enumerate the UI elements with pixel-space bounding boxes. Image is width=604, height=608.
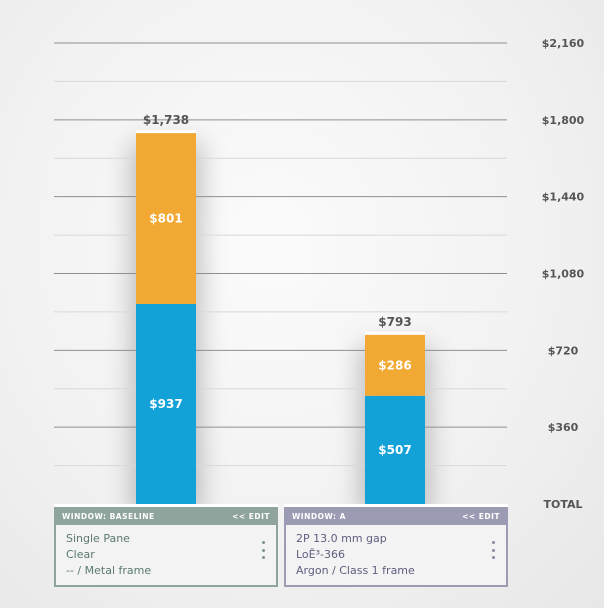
kebab-menu-icon[interactable]: [492, 541, 496, 559]
y-tick-label: $1,800: [542, 114, 585, 127]
y-tick-label: $1,440: [542, 191, 585, 204]
window-a-title: WINDOW: A: [292, 511, 346, 521]
window-baseline-card: WINDOW: BASELINE << EDIT Single Pane Cle…: [54, 507, 278, 587]
segment-value-label: $801: [149, 212, 182, 226]
y-tick-label: $2,160: [542, 37, 585, 50]
window-a-edit-button[interactable]: << EDIT: [462, 511, 500, 521]
kebab-menu-icon[interactable]: [262, 541, 266, 559]
window-a-card: WINDOW: A << EDIT 2P 13.0 mm gap LoĒ³-36…: [284, 507, 508, 587]
bar-segment: [365, 395, 425, 504]
window-baseline-line-1: Single Pane: [66, 532, 130, 545]
y-tick-label: $1,080: [542, 268, 585, 281]
y-tick-label: $360: [548, 421, 579, 434]
axis-total-label: TOTAL: [543, 498, 582, 511]
segment-value-label: $937: [149, 397, 182, 411]
bar-segment: [136, 304, 196, 504]
window-baseline-header: WINDOW: BASELINE << EDIT: [56, 507, 276, 525]
window-a-line-3: Argon / Class 1 frame: [296, 564, 415, 577]
window-baseline-title: WINDOW: BASELINE: [62, 511, 155, 521]
y-tick-label: $720: [548, 344, 579, 357]
window-a-details: 2P 13.0 mm gap LoĒ³-366 Argon / Class 1 …: [286, 525, 506, 579]
window-baseline-edit-button[interactable]: << EDIT: [232, 511, 270, 521]
bar-segment: [365, 334, 425, 396]
segment-value-label: $507: [378, 443, 411, 457]
window-baseline-line-3: -- / Metal frame: [66, 564, 152, 577]
window-a-line-1: 2P 13.0 mm gap: [296, 532, 387, 545]
bar-total-label: $1,738: [143, 113, 189, 127]
window-baseline-details: Single Pane Clear -- / Metal frame: [56, 525, 276, 579]
bar-top-cap: [136, 130, 196, 134]
window-a-line-2: LoĒ³-366: [296, 548, 345, 561]
window-baseline-line-2: Clear: [66, 548, 95, 561]
bar-total-label: $793: [378, 315, 411, 329]
segment-value-label: $286: [378, 358, 411, 372]
card-top-strip: [284, 504, 508, 507]
bar-segment: [136, 133, 196, 305]
card-top-strip: [54, 504, 278, 507]
window-a-header: WINDOW: A << EDIT: [286, 507, 506, 525]
bar-top-cap: [365, 331, 425, 335]
